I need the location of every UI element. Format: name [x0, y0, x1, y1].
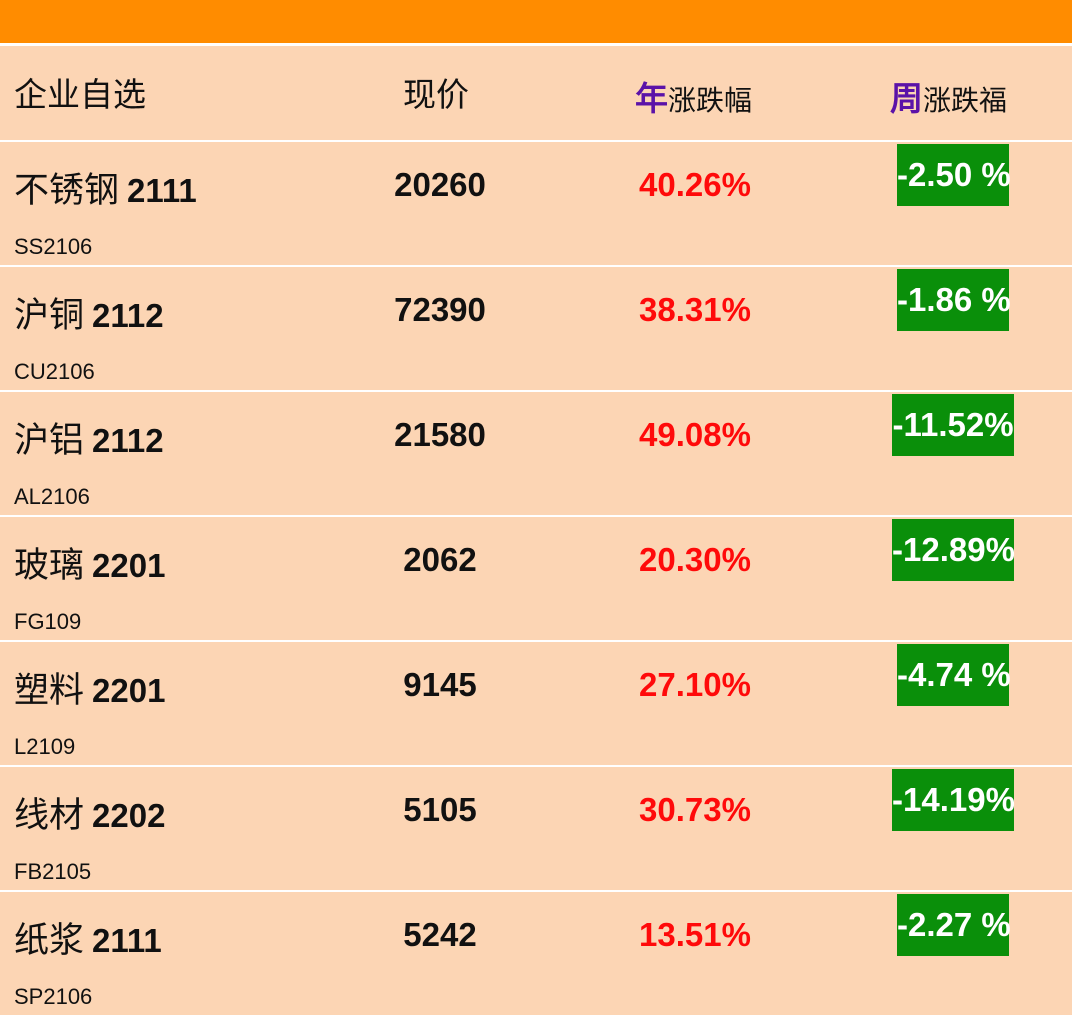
- current-price: 72390: [394, 291, 486, 328]
- year-change-value: 27.10%: [639, 666, 751, 703]
- current-price: 20260: [394, 166, 486, 203]
- header-week-change: 周涨跌福: [890, 72, 1007, 120]
- header-price-cell: 现价: [340, 46, 540, 140]
- price-cell: 5242: [340, 892, 540, 1015]
- week-change-cell: -2.27 %: [840, 892, 1072, 1015]
- instrument-label: 沪铜: [14, 296, 85, 336]
- contract-month: 2202: [92, 797, 166, 834]
- year-change-cell: 49.08%: [540, 392, 840, 515]
- instrument-code: AL2106: [14, 484, 90, 509]
- table-row[interactable]: 玻璃 2201 FG109 2062 20.30% -12.89%: [0, 515, 1072, 640]
- week-change-cell: -12.89%: [840, 517, 1072, 640]
- price-cell: 2062: [340, 517, 540, 640]
- week-change-cell: -4.74 %: [840, 642, 1072, 765]
- current-price: 5242: [403, 916, 477, 953]
- header-name-cell: 企业自选: [0, 46, 340, 140]
- week-change-badge: -12.89%: [892, 519, 1015, 581]
- contract-month: 2112: [92, 422, 164, 459]
- current-price: 5105: [403, 791, 477, 828]
- week-change-cell: -1.86 %: [840, 267, 1072, 390]
- watchlist-table: 企业自选 现价 年涨跌幅 周涨跌福 不锈钢 2111 SS2106 20260 4…: [0, 46, 1072, 1015]
- table-row[interactable]: 纸浆 2111 SP2106 5242 13.51% -2.27 %: [0, 890, 1072, 1015]
- price-cell: 21580: [340, 392, 540, 515]
- contract-month: 2112: [92, 297, 164, 334]
- year-change-cell: 13.51%: [540, 892, 840, 1015]
- instrument-cell: 不锈钢 2111 SS2106: [0, 142, 340, 265]
- current-price: 21580: [394, 416, 486, 453]
- year-change-cell: 27.10%: [540, 642, 840, 765]
- year-change-cell: 38.31%: [540, 267, 840, 390]
- instrument-label: 纸浆: [14, 921, 85, 961]
- week-change-cell: -14.19%: [840, 767, 1072, 890]
- contract-month: 2201: [92, 547, 166, 584]
- week-change-cell: -11.52%: [840, 392, 1072, 515]
- instrument-label: 玻璃: [14, 546, 85, 586]
- instrument-code: SP2106: [14, 984, 93, 1009]
- top-banner: [0, 0, 1072, 43]
- header-year-change: 年涨跌幅: [635, 72, 752, 120]
- instrument-name: 线材 2202: [14, 787, 165, 838]
- table-row[interactable]: 不锈钢 2111 SS2106 20260 40.26% -2.50 %: [0, 140, 1072, 265]
- year-change-cell: 40.26%: [540, 142, 840, 265]
- header-year-cell: 年涨跌幅: [540, 46, 840, 140]
- price-cell: 72390: [340, 267, 540, 390]
- instrument-cell: 纸浆 2111 SP2106: [0, 892, 340, 1015]
- current-price: 2062: [403, 541, 477, 578]
- week-change-badge: -1.86 %: [897, 269, 1011, 331]
- instrument-name: 不锈钢 2111: [14, 162, 197, 213]
- year-change-value: 20.30%: [639, 541, 751, 578]
- current-price: 9145: [403, 666, 477, 703]
- year-change-value: 38.31%: [639, 291, 751, 328]
- instrument-name: 沪铝 2112: [14, 412, 164, 463]
- price-cell: 20260: [340, 142, 540, 265]
- table-row[interactable]: 塑料 2201 L2109 9145 27.10% -4.74 %: [0, 640, 1072, 765]
- contract-month: 2201: [92, 672, 166, 709]
- header-week-cell: 周涨跌福: [840, 46, 1072, 140]
- contract-month: 2111: [127, 172, 197, 209]
- instrument-label: 不锈钢: [14, 171, 120, 211]
- year-change-cell: 20.30%: [540, 517, 840, 640]
- contract-month: 2111: [92, 922, 162, 959]
- table-header: 企业自选 现价 年涨跌幅 周涨跌福: [0, 46, 1072, 140]
- year-change-value: 49.08%: [639, 416, 751, 453]
- instrument-cell: 塑料 2201 L2109: [0, 642, 340, 765]
- instrument-label: 沪铝: [14, 421, 85, 461]
- header-year-label: 涨跌幅: [668, 84, 753, 117]
- header-week-accent: 周: [890, 79, 923, 118]
- week-change-badge: -11.52%: [892, 394, 1014, 456]
- instrument-name: 玻璃 2201: [14, 537, 165, 588]
- instrument-cell: 线材 2202 FB2105: [0, 767, 340, 890]
- price-cell: 5105: [340, 767, 540, 890]
- header-price: 现价: [403, 75, 469, 114]
- instrument-cell: 沪铝 2112 AL2106: [0, 392, 340, 515]
- year-change-cell: 30.73%: [540, 767, 840, 890]
- instrument-code: SS2106: [14, 234, 93, 259]
- instrument-name: 沪铜 2112: [14, 287, 164, 338]
- price-cell: 9145: [340, 642, 540, 765]
- instrument-name: 塑料 2201: [14, 662, 165, 713]
- instrument-code: FB2105: [14, 859, 92, 884]
- week-change-badge: -4.74 %: [897, 644, 1011, 706]
- table-row[interactable]: 沪铝 2112 AL2106 21580 49.08% -11.52%: [0, 390, 1072, 515]
- instrument-code: L2109: [14, 734, 76, 759]
- instrument-label: 塑料: [14, 671, 85, 711]
- instrument-name: 纸浆 2111: [14, 912, 162, 963]
- header-year-accent: 年: [635, 79, 668, 118]
- instrument-code: FG109: [14, 609, 82, 634]
- year-change-value: 30.73%: [639, 791, 751, 828]
- header-week-label: 涨跌福: [923, 84, 1008, 117]
- instrument-cell: 玻璃 2201 FG109: [0, 517, 340, 640]
- table-row[interactable]: 线材 2202 FB2105 5105 30.73% -14.19%: [0, 765, 1072, 890]
- week-change-badge: -2.27 %: [897, 894, 1011, 956]
- year-change-value: 13.51%: [639, 916, 751, 953]
- week-change-badge: -14.19%: [892, 769, 1015, 831]
- table-row[interactable]: 沪铜 2112 CU2106 72390 38.31% -1.86 %: [0, 265, 1072, 390]
- instrument-code: CU2106: [14, 359, 95, 384]
- header-name: 企业自选: [14, 75, 146, 114]
- instrument-cell: 沪铜 2112 CU2106: [0, 267, 340, 390]
- year-change-value: 40.26%: [639, 166, 751, 203]
- week-change-cell: -2.50 %: [840, 142, 1072, 265]
- week-change-badge: -2.50 %: [897, 144, 1011, 206]
- instrument-label: 线材: [14, 796, 85, 836]
